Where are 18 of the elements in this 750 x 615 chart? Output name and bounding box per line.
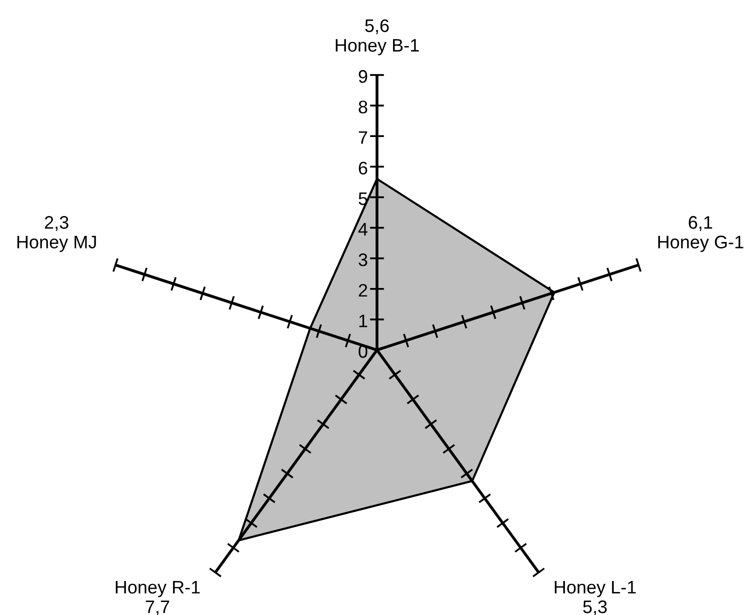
y-tick-label: 6 bbox=[358, 162, 368, 175]
y-tick-label: 8 bbox=[358, 100, 368, 114]
spoke-label: Honey R-1 bbox=[116, 581, 200, 598]
y-tick-label: 9 bbox=[358, 70, 368, 83]
spoke-label: Honey L-1 bbox=[554, 581, 636, 598]
text: 6,1 bbox=[688, 216, 712, 231]
text: 7,7 bbox=[146, 600, 170, 615]
y-tick-label: 2 bbox=[358, 284, 368, 297]
spoke-label: Honey G-1 bbox=[658, 236, 744, 252]
text: 5,6 bbox=[365, 19, 389, 34]
text: 5,3 bbox=[583, 600, 607, 615]
y-tick-label: 3 bbox=[358, 253, 368, 266]
spoke-label: Honey MJ bbox=[17, 236, 96, 252]
y-tick-label: 1 bbox=[359, 314, 368, 328]
y-tick-label: 4 bbox=[358, 223, 368, 236]
spoke-label: Honey B-1 bbox=[336, 39, 419, 56]
text: 2,3 bbox=[44, 216, 68, 231]
y-tick-label: 7 bbox=[358, 131, 368, 144]
